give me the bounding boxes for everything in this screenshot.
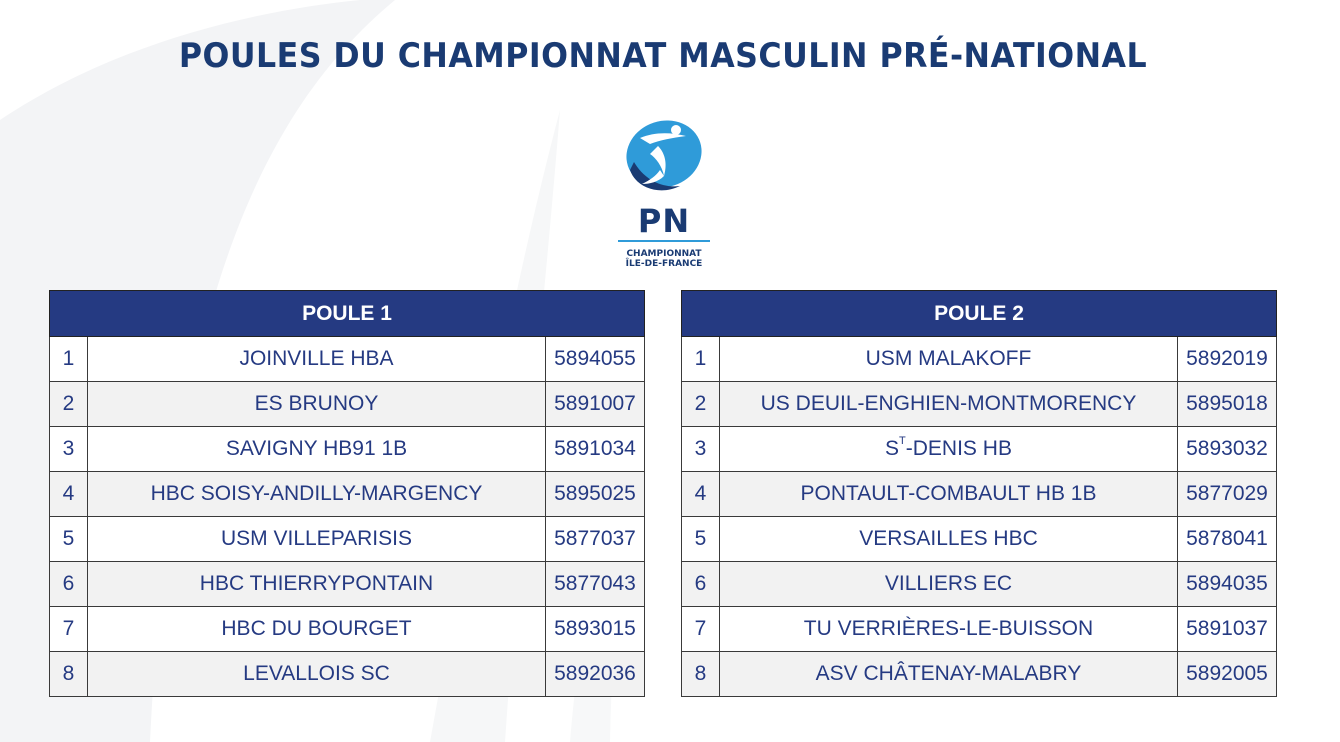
table-row: 5 USM VILLEPARISIS 5877037 — [49, 516, 646, 562]
rank-cell: 1 — [49, 336, 88, 382]
club-prefix: S — [885, 437, 900, 460]
code-cell: 5891034 — [544, 426, 646, 472]
table-row: 4 PONTAULT-COMBAULT HB 1B 5877029 — [681, 471, 1278, 517]
club-cell: ST-DENIS HB — [719, 426, 1178, 472]
club-cell: JOINVILLE HBA — [87, 336, 546, 382]
rank-cell: 4 — [49, 471, 88, 517]
table-row: 6 HBC THIERRYPONTAIN 5877043 — [49, 561, 646, 607]
code-cell: 5895018 — [1176, 381, 1278, 427]
logo-divider — [618, 240, 710, 242]
code-cell: 5892005 — [1176, 651, 1278, 697]
code-cell: 5877043 — [544, 561, 646, 607]
table-row: 6 VILLIERS EC 5894035 — [681, 561, 1278, 607]
table-row: 5 VERSAILLES HBC 5878041 — [681, 516, 1278, 562]
club-cell: TU VERRIÈRES-LE-BUISSON — [719, 606, 1178, 652]
rank-cell: 3 — [681, 426, 720, 472]
logo-initials: PN — [637, 202, 691, 240]
table-row: 3 ST-DENIS HB 5893032 — [681, 426, 1278, 472]
poule-1-table: POULE 1 1 JOINVILLE HBA 5894055 2 ES BRU… — [49, 290, 646, 697]
page-title: POULES DU CHAMPIONNAT MASCULIN PRÉ-NATIO… — [178, 36, 1148, 76]
code-cell: 5894055 — [544, 336, 646, 382]
poule-2-table: POULE 2 1 USM MALAKOFF 5892019 2 US DEUI… — [681, 290, 1278, 697]
code-cell: 5895025 — [544, 471, 646, 517]
logo-line-2: ÎLE-DE-FRANCE — [625, 259, 703, 269]
rank-cell: 6 — [49, 561, 88, 607]
rank-cell: 2 — [49, 381, 88, 427]
code-cell: 5892019 — [1176, 336, 1278, 382]
code-cell: 5893032 — [1176, 426, 1278, 472]
code-cell: 5894035 — [1176, 561, 1278, 607]
club-cell: HBC DU BOURGET — [87, 606, 546, 652]
rank-cell: 5 — [681, 516, 720, 562]
table-row: 4 HBC SOISY-ANDILLY-MARGENCY 5895025 — [49, 471, 646, 517]
logo-line-1: CHAMPIONNAT — [626, 249, 702, 259]
rank-cell: 7 — [49, 606, 88, 652]
code-cell: 5893015 — [544, 606, 646, 652]
handball-player-icon — [626, 120, 702, 191]
table-row: 8 ASV CHÂTENAY-MALABRY 5892005 — [681, 651, 1278, 697]
club-cell: SAVIGNY HB91 1B — [87, 426, 546, 472]
club-cell: ES BRUNOY — [87, 381, 546, 427]
rank-cell: 8 — [681, 651, 720, 697]
club-cell: VILLIERS EC — [719, 561, 1178, 607]
poule-header: POULE 1 — [49, 290, 645, 337]
code-cell: 5877029 — [1176, 471, 1278, 517]
club-cell: HBC THIERRYPONTAIN — [87, 561, 546, 607]
club-cell: HBC SOISY-ANDILLY-MARGENCY — [87, 471, 546, 517]
club-cell: US DEUIL-ENGHIEN-MONTMORENCY — [719, 381, 1178, 427]
code-cell: 5877037 — [544, 516, 646, 562]
club-cell: LEVALLOIS SC — [87, 651, 546, 697]
table-row: 3 SAVIGNY HB91 1B 5891034 — [49, 426, 646, 472]
club-cell: PONTAULT-COMBAULT HB 1B — [719, 471, 1178, 517]
rank-cell: 2 — [681, 381, 720, 427]
rank-cell: 5 — [49, 516, 88, 562]
club-cell: ASV CHÂTENAY-MALABRY — [719, 651, 1178, 697]
club-cell: VERSAILLES HBC — [719, 516, 1178, 562]
code-cell: 5878041 — [1176, 516, 1278, 562]
table-row: 1 USM MALAKOFF 5892019 — [681, 336, 1278, 382]
table-row: 8 LEVALLOIS SC 5892036 — [49, 651, 646, 697]
club-cell: USM MALAKOFF — [719, 336, 1178, 382]
table-row: 2 US DEUIL-ENGHIEN-MONTMORENCY 5895018 — [681, 381, 1278, 427]
code-cell: 5892036 — [544, 651, 646, 697]
rank-cell: 3 — [49, 426, 88, 472]
club-suffix: -DENIS HB — [905, 437, 1012, 460]
club-cell: USM VILLEPARISIS — [87, 516, 546, 562]
rank-cell: 7 — [681, 606, 720, 652]
table-row: 7 HBC DU BOURGET 5893015 — [49, 606, 646, 652]
poule-header: POULE 2 — [681, 290, 1277, 337]
code-cell: 5891007 — [544, 381, 646, 427]
rank-cell: 8 — [49, 651, 88, 697]
table-row: 1 JOINVILLE HBA 5894055 — [49, 336, 646, 382]
pn-logo: PN CHAMPIONNAT ÎLE-DE-FRANCE — [608, 116, 720, 276]
rank-cell: 1 — [681, 336, 720, 382]
code-cell: 5891037 — [1176, 606, 1278, 652]
rank-cell: 6 — [681, 561, 720, 607]
club-superscript: T — [899, 435, 906, 447]
table-row: 2 ES BRUNOY 5891007 — [49, 381, 646, 427]
table-row: 7 TU VERRIÈRES-LE-BUISSON 5891037 — [681, 606, 1278, 652]
rank-cell: 4 — [681, 471, 720, 517]
